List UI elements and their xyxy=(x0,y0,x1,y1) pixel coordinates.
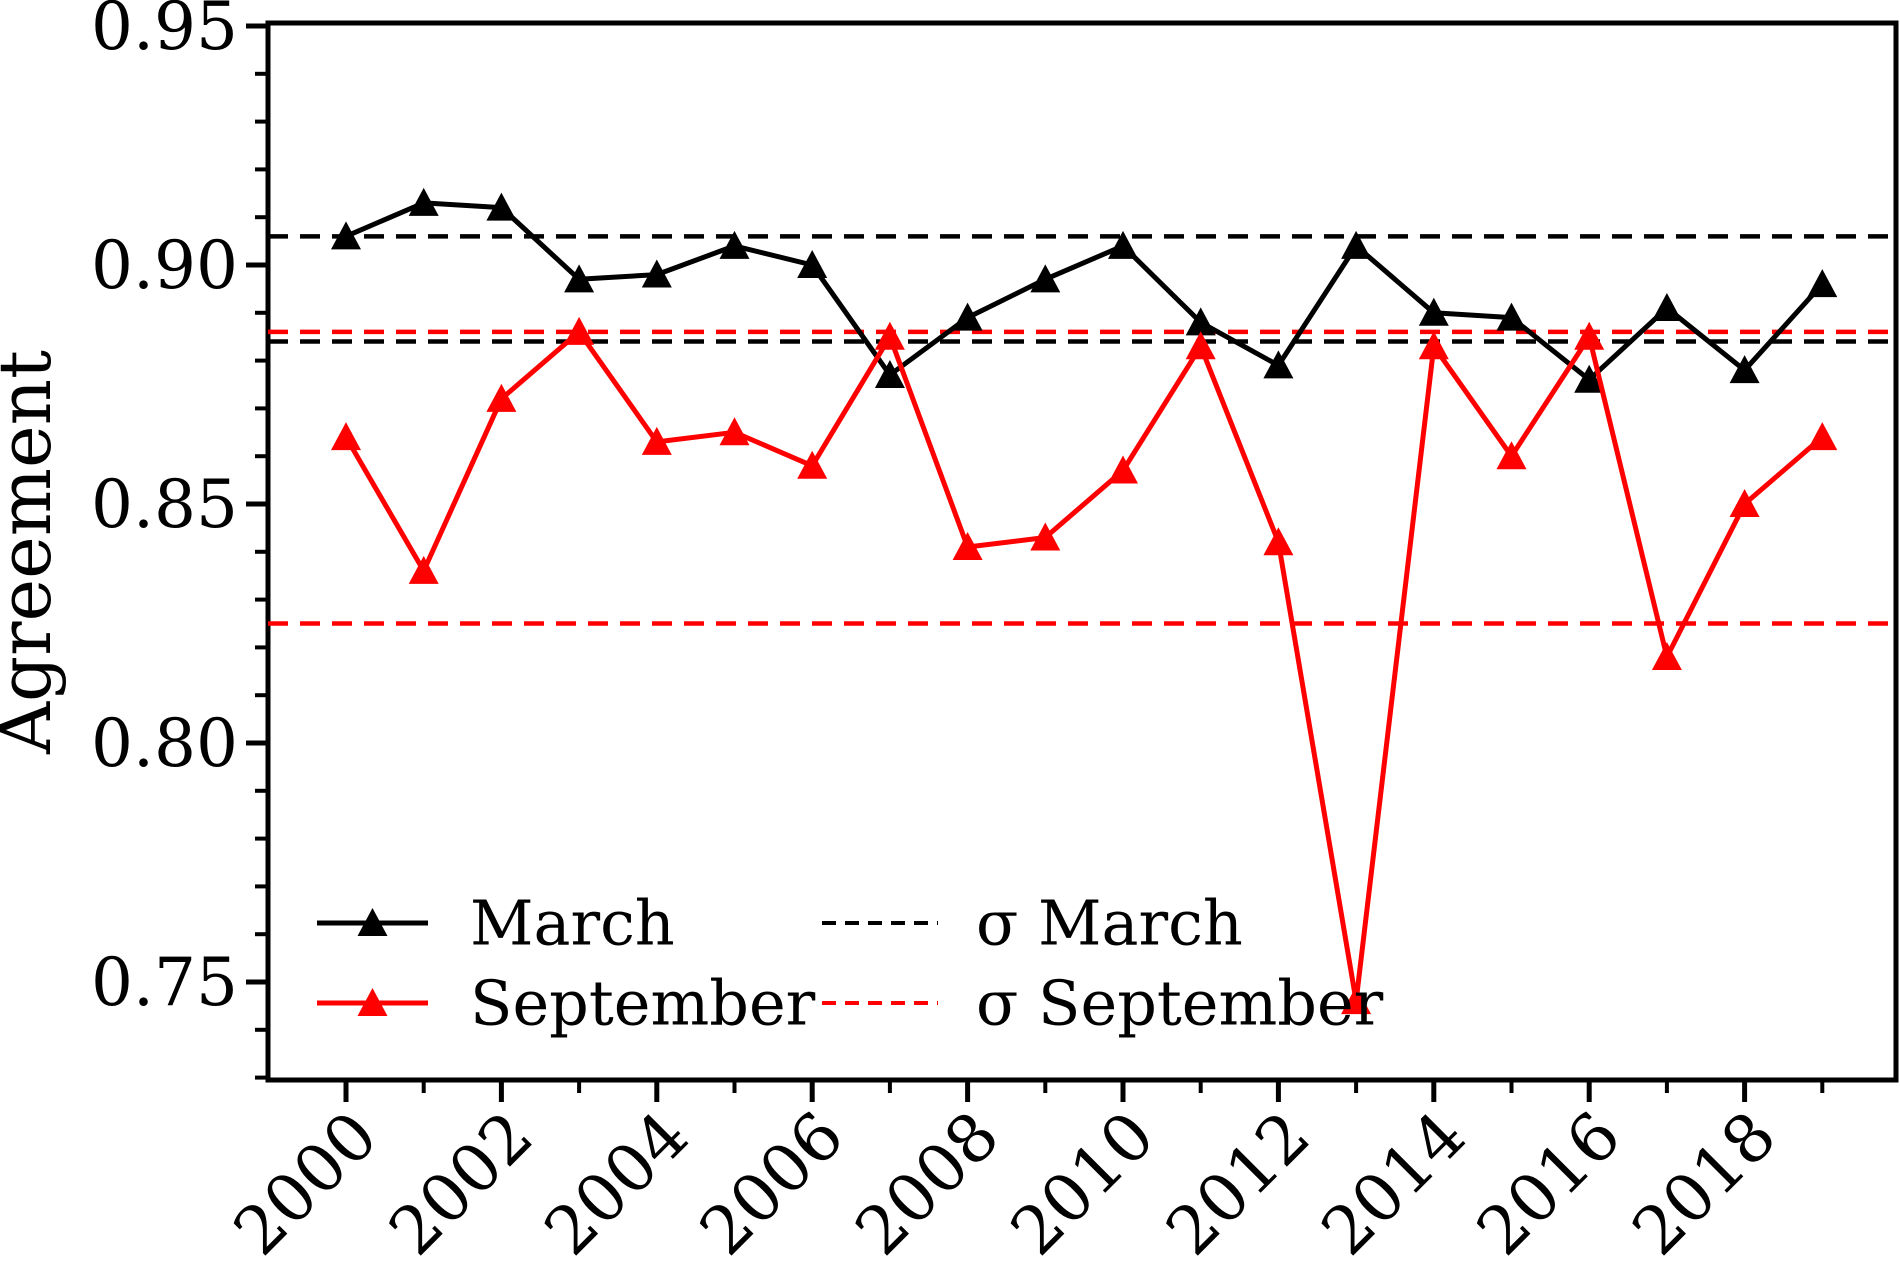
september-marker xyxy=(1341,986,1372,1015)
march-marker xyxy=(719,230,750,259)
march-marker xyxy=(797,250,828,278)
september-marker xyxy=(797,450,828,479)
x-tick-label: 2014 xyxy=(1307,1097,1480,1270)
x-tick-label: 2010 xyxy=(996,1097,1169,1270)
legend: March September σ March σ September xyxy=(317,887,1384,1040)
september-marker xyxy=(1807,422,1838,451)
september-marker xyxy=(719,417,750,446)
september-marker xyxy=(1496,441,1527,470)
march-marker xyxy=(1651,293,1682,322)
march-marker xyxy=(1729,355,1760,384)
september-marker xyxy=(1108,455,1138,484)
x-tick-label: 2016 xyxy=(1462,1097,1635,1270)
march-marker xyxy=(486,192,517,221)
september-marker xyxy=(1263,527,1294,556)
legend-label-march: March xyxy=(470,887,675,960)
september-marker xyxy=(1651,641,1682,670)
september-marker xyxy=(1185,331,1216,360)
march-marker xyxy=(952,302,983,331)
march-marker xyxy=(1574,364,1605,393)
september-marker xyxy=(331,422,361,451)
september-marker xyxy=(952,532,983,561)
september-marker xyxy=(1574,321,1605,350)
x-tick-label: 2006 xyxy=(685,1097,858,1270)
x-tick-label: 2012 xyxy=(1151,1097,1324,1270)
y-axis-label: Agreement xyxy=(0,350,67,755)
y-tick-label: 0.95 xyxy=(91,0,238,65)
september-marker xyxy=(874,321,905,350)
y-tick-label: 0.80 xyxy=(91,705,238,782)
march-marker xyxy=(1030,264,1061,293)
march-marker xyxy=(1496,302,1527,331)
x-tick-label: 2000 xyxy=(219,1097,392,1270)
legend-label-sigma-march: σ March xyxy=(976,887,1243,960)
plot-area: 0.75 0.80 0.85 0.90 0.95 20002002200420062008… xyxy=(91,0,1899,1270)
legend-label-september: September xyxy=(470,967,816,1040)
march-marker xyxy=(331,221,361,250)
september-marker xyxy=(1729,489,1760,517)
y-tick-label: 0.75 xyxy=(91,944,238,1021)
x-tick-label: 2018 xyxy=(1618,1097,1791,1270)
march-marker xyxy=(641,259,672,288)
march-marker xyxy=(1418,297,1449,326)
y-tick-label: 0.90 xyxy=(91,227,238,304)
legend-september-marker-icon xyxy=(357,988,388,1016)
march-marker xyxy=(874,359,905,388)
march-marker xyxy=(1263,350,1294,379)
september-marker xyxy=(1418,331,1449,360)
march-marker xyxy=(564,264,595,293)
march-marker xyxy=(1341,230,1372,259)
march-marker xyxy=(408,187,439,216)
legend-label-sigma-september: σ September xyxy=(976,967,1384,1040)
march-marker xyxy=(1807,269,1838,298)
x-tick-label: 2008 xyxy=(841,1097,1014,1270)
y-tick-label: 0.85 xyxy=(91,466,238,543)
legend-march-marker-icon xyxy=(357,908,388,936)
september-marker xyxy=(486,383,517,412)
march-line xyxy=(343,200,1825,383)
september-marker xyxy=(1030,522,1061,551)
september-line xyxy=(343,329,1825,1004)
september-marker xyxy=(408,555,439,584)
september-marker xyxy=(564,316,595,345)
x-tick-label: 2004 xyxy=(530,1097,703,1270)
march-marker xyxy=(1185,307,1216,336)
march-marker xyxy=(1108,230,1138,259)
x-tick-label: 2002 xyxy=(374,1097,547,1270)
september-marker xyxy=(641,426,672,455)
